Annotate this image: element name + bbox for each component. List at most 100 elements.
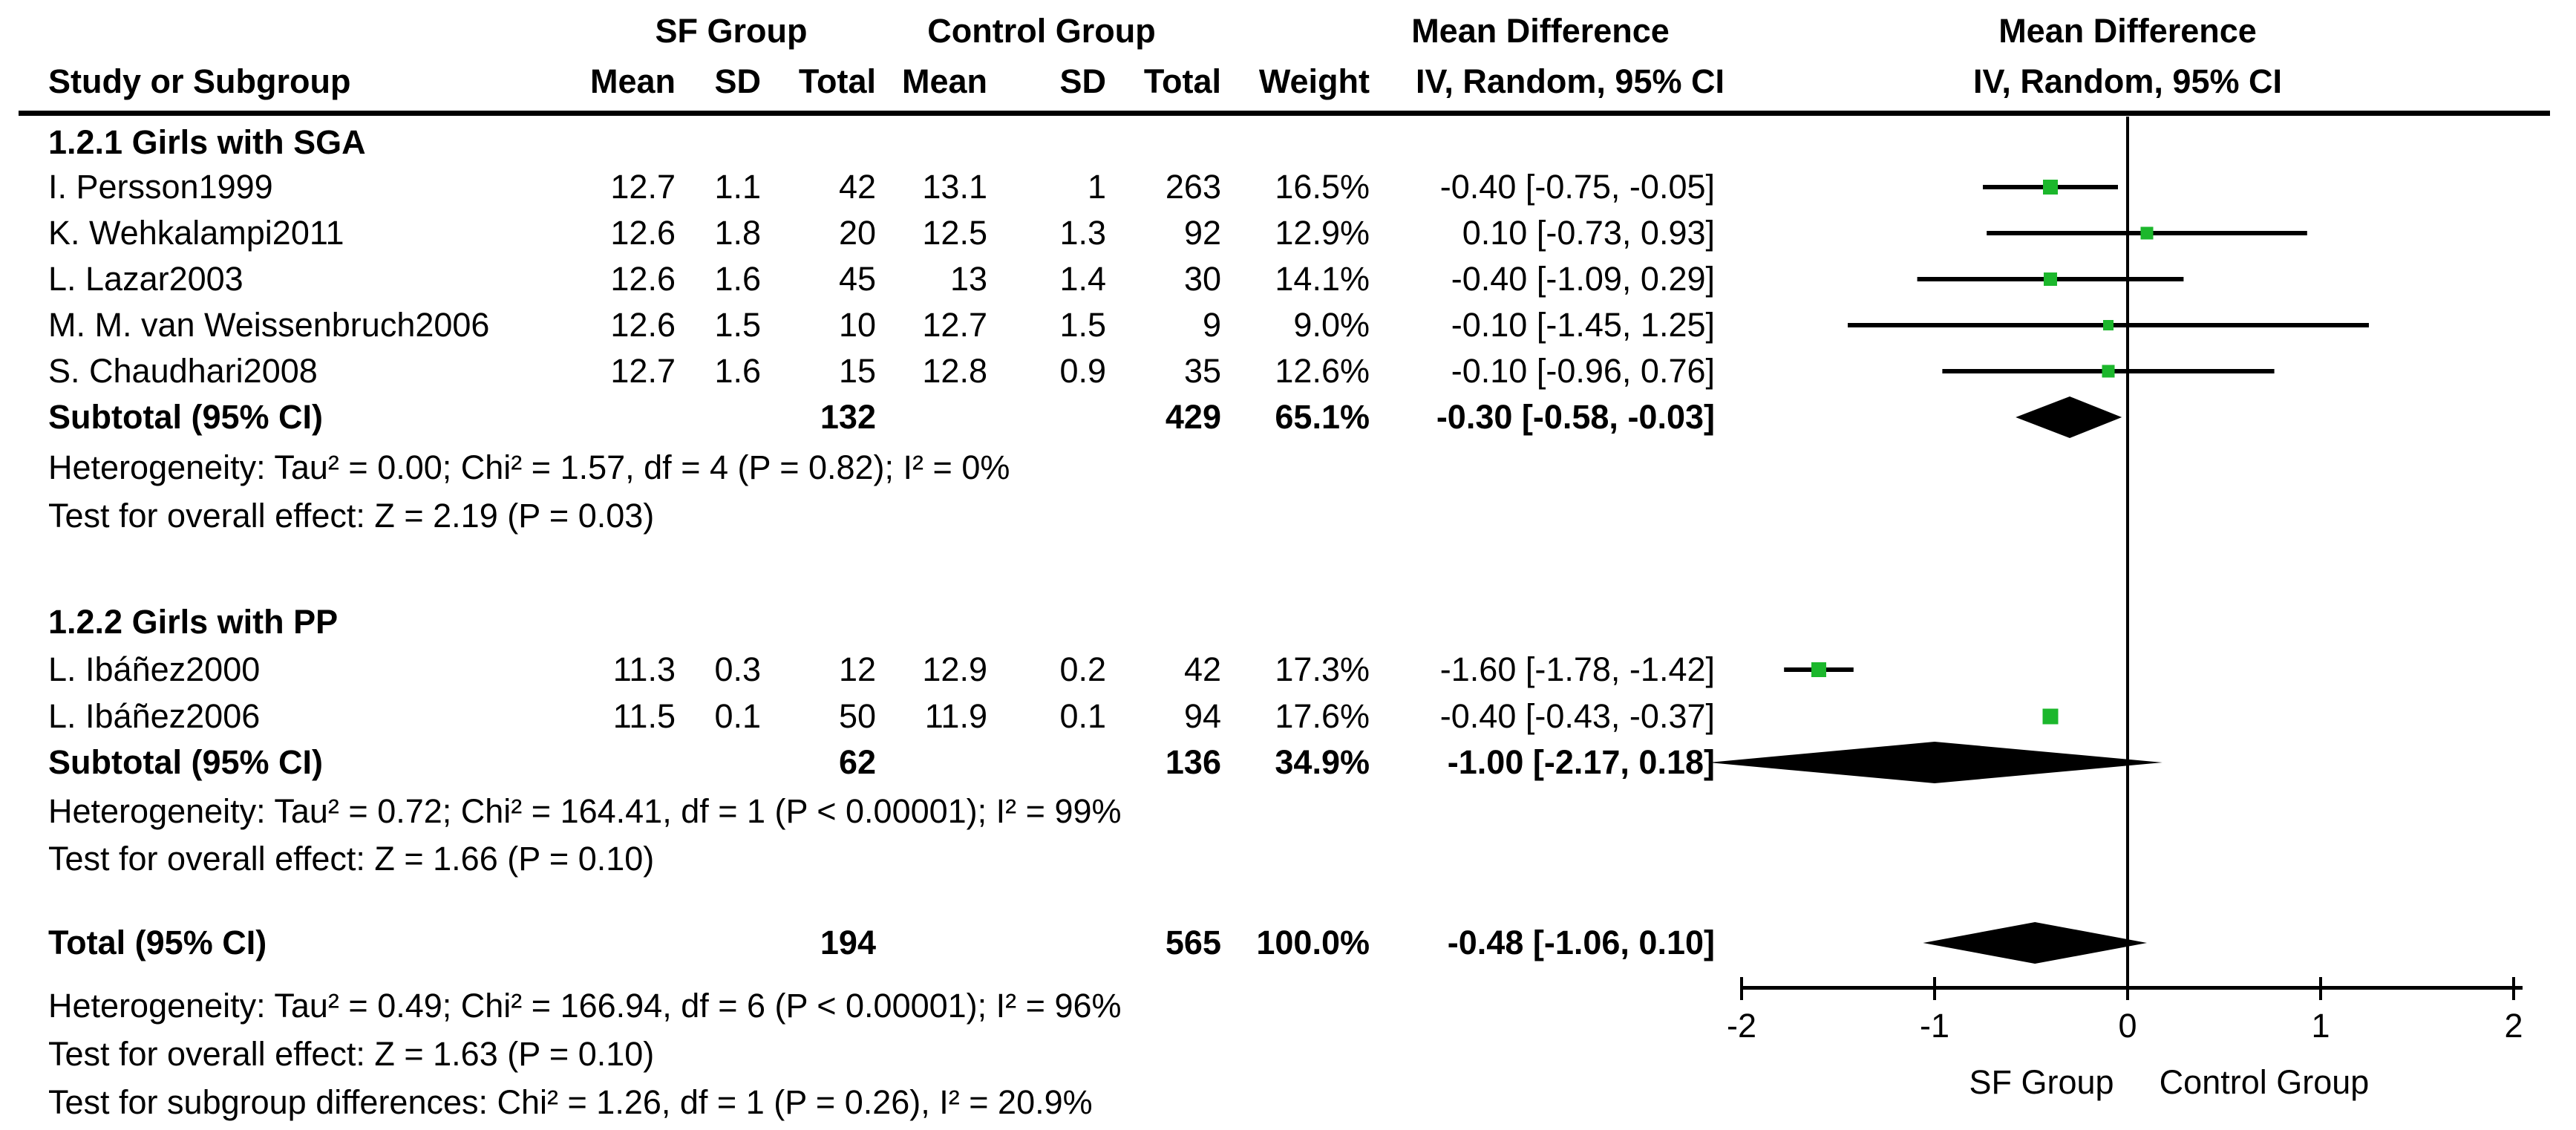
ci-cell: -0.10 [-0.96, 0.76] — [1451, 352, 1715, 390]
weight-cell: 65.1% — [1275, 398, 1370, 436]
subtotal-diamond — [2016, 396, 2122, 438]
sf-sd-cell: 0.1 — [714, 697, 761, 735]
control-sd-cell: 0.2 — [1059, 650, 1106, 688]
control-total-cell: 429 — [1165, 398, 1221, 436]
subtotal-label: Subtotal (95% CI) — [48, 743, 324, 781]
subtotal-label: Subtotal (95% CI) — [48, 398, 324, 436]
weight-cell: 9.0% — [1293, 306, 1370, 344]
col-header-iv-plot: IV, Random, 95% CI — [1973, 62, 2282, 100]
control-sd-cell: 1.4 — [1059, 260, 1106, 298]
heterogeneity-note: Heterogeneity: Tau² = 0.49; Chi² = 166.9… — [48, 987, 1122, 1025]
sf-sd-cell: 1.6 — [714, 352, 761, 390]
col-header-sf-mean: Mean — [589, 62, 676, 100]
sf-mean-cell: 12.6 — [610, 306, 676, 344]
axis-tick — [1933, 977, 1936, 1000]
study-name: K. Wehkalampi2011 — [48, 214, 344, 252]
axis-tick — [1740, 977, 1743, 1000]
zero-line — [2126, 117, 2129, 989]
ci-cell: -0.40 [-1.09, 0.29] — [1451, 260, 1715, 298]
sf-total-cell: 42 — [838, 168, 876, 206]
sf-mean-cell: 12.7 — [610, 352, 676, 390]
weight-cell: 17.3% — [1275, 650, 1370, 688]
ci-cell: -1.00 [-2.17, 0.18] — [1447, 743, 1715, 781]
ci-cell: -0.48 [-1.06, 0.10] — [1447, 924, 1715, 961]
sf-sd-cell: 1.1 — [714, 168, 761, 206]
axis-left-direction-label: SF Group — [1969, 1063, 2114, 1101]
axis-tick-label: -2 — [1726, 1007, 1756, 1045]
effect-marker — [2043, 180, 2058, 195]
effect-marker — [1811, 662, 1826, 677]
study-name: S. Chaudhari2008 — [48, 352, 318, 390]
control-mean-cell: 13.1 — [922, 168, 987, 206]
sf-total-cell: 194 — [820, 924, 876, 961]
sf-total-cell: 10 — [838, 306, 876, 344]
heterogeneity-note: Heterogeneity: Tau² = 0.72; Chi² = 164.4… — [48, 792, 1122, 830]
subgroup-title: 1.2.2 Girls with PP — [48, 603, 339, 641]
sf-total-cell: 15 — [838, 352, 876, 390]
control-sd-cell: 0.1 — [1059, 697, 1106, 735]
control-sd-cell: 0.9 — [1059, 352, 1106, 390]
control-total-cell: 92 — [1183, 214, 1221, 252]
weight-cell: 14.1% — [1275, 260, 1370, 298]
col-header-control-mean: Mean — [901, 62, 987, 100]
sf-total-cell: 132 — [820, 398, 876, 436]
effect-marker — [2103, 320, 2114, 330]
overall-effect-note: Test for overall effect: Z = 1.63 (P = 0… — [48, 1035, 655, 1073]
header-rule — [19, 111, 2550, 116]
ci-cell: -0.40 [-0.75, -0.05] — [1439, 168, 1715, 206]
total-label: Total (95% CI) — [48, 924, 267, 961]
effect-marker — [2044, 272, 2057, 286]
mean-difference-plot-title: Mean Difference — [1998, 12, 2257, 50]
sf-mean-cell: 12.7 — [610, 168, 676, 206]
control-total-cell: 42 — [1183, 650, 1221, 688]
control-sd-cell: 1 — [1087, 168, 1106, 206]
sf-total-cell: 45 — [838, 260, 876, 298]
col-header-control-total: Total — [1143, 62, 1221, 100]
study-name: I. Persson1999 — [48, 168, 273, 206]
weight-cell: 16.5% — [1275, 168, 1370, 206]
control-total-cell: 35 — [1183, 352, 1221, 390]
sf-sd-cell: 0.3 — [714, 650, 761, 688]
col-header-sf-total: Total — [798, 62, 876, 100]
control-mean-cell: 12.7 — [922, 306, 987, 344]
control-total-cell: 9 — [1202, 306, 1221, 344]
control-total-cell: 565 — [1165, 924, 1221, 961]
col-header-iv-text: IV, Random, 95% CI — [1416, 62, 1725, 100]
weight-cell: 12.6% — [1275, 352, 1370, 390]
ci-cell: -0.30 [-0.58, -0.03] — [1436, 398, 1715, 436]
control-mean-cell: 12.8 — [922, 352, 987, 390]
sf-total-cell: 20 — [838, 214, 876, 252]
control-group-title: Control Group — [927, 12, 1156, 50]
sf-mean-cell: 12.6 — [610, 214, 676, 252]
effect-marker — [2042, 708, 2059, 725]
overall-effect-note: Test for overall effect: Z = 2.19 (P = 0… — [48, 497, 655, 535]
ci-cell: 0.10 [-0.73, 0.93] — [1462, 214, 1715, 252]
col-header-sf-sd: SD — [714, 62, 761, 100]
control-mean-cell: 11.9 — [924, 697, 987, 735]
axis-right-direction-label: Control Group — [2159, 1063, 2370, 1101]
mean-difference-text-title: Mean Difference — [1411, 12, 1670, 50]
weight-cell: 100.0% — [1256, 924, 1370, 961]
axis-tick — [2512, 977, 2515, 1000]
control-mean-cell: 12.5 — [922, 214, 987, 252]
heterogeneity-note: Heterogeneity: Tau² = 0.00; Chi² = 1.57,… — [48, 448, 1010, 486]
ci-cell: -0.10 [-1.45, 1.25] — [1451, 306, 1715, 344]
sf-mean-cell: 11.3 — [612, 650, 676, 688]
control-total-cell: 94 — [1183, 697, 1221, 735]
weight-cell: 34.9% — [1275, 743, 1370, 781]
sf-total-cell: 50 — [838, 697, 876, 735]
weight-cell: 17.6% — [1275, 697, 1370, 735]
study-name: L. Ibáñez2000 — [48, 650, 261, 688]
axis-tick — [2126, 977, 2129, 1000]
control-total-cell: 30 — [1183, 260, 1221, 298]
col-header-study: Study or Subgroup — [48, 62, 351, 100]
sf-sd-cell: 1.5 — [714, 306, 761, 344]
control-sd-cell: 1.5 — [1059, 306, 1106, 344]
subtotal-diamond — [1708, 742, 2163, 783]
effect-marker — [2102, 365, 2115, 378]
study-name: M. M. van Weissenbruch2006 — [48, 306, 490, 344]
axis-tick — [2319, 977, 2322, 1000]
control-mean-cell: 13 — [949, 260, 987, 298]
sf-mean-cell: 11.5 — [612, 697, 676, 735]
